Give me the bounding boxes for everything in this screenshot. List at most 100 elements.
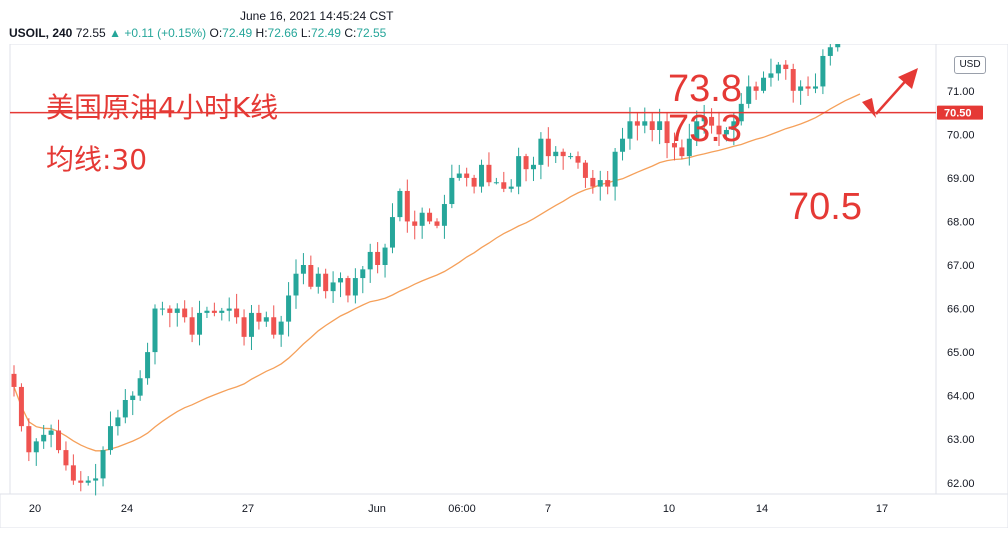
candle-body: [93, 478, 99, 481]
down-arrow-head-icon: [862, 98, 876, 118]
candle-body: [26, 426, 32, 453]
candle-body: [671, 143, 677, 148]
candle-body: [338, 278, 344, 283]
candle-body: [716, 125, 722, 135]
candle-body: [115, 417, 121, 427]
candle-body: [219, 310, 225, 313]
time-axis-label: 7: [545, 503, 551, 515]
candle-body: [352, 278, 358, 296]
candle-body: [197, 312, 203, 335]
candle-body: [271, 317, 277, 335]
candle-body: [582, 162, 588, 178]
plot-area[interactable]: [9, 43, 937, 495]
candle-body: [538, 138, 544, 165]
candle-body: [375, 251, 381, 265]
candle-body: [590, 177, 596, 187]
candle-body: [805, 86, 811, 89]
chart-header: June 16, 2021 14:45:24 CST USOIL, 240 72…: [0, 0, 1008, 44]
candle-body: [345, 278, 351, 296]
candle-body: [835, 29, 841, 48]
candle-body: [211, 310, 217, 313]
high-value: 72.66: [267, 26, 298, 40]
candle-body: [389, 217, 395, 248]
support-level-label: 70.5: [788, 186, 862, 228]
candle-body: [634, 121, 640, 126]
candle-body: [560, 151, 566, 157]
candle-body: [159, 308, 165, 310]
high-label: H:: [255, 26, 268, 40]
candle-body: [404, 190, 410, 222]
time-axis-label: 17: [876, 503, 888, 515]
price-change: +0.11 (+0.15%): [124, 26, 207, 40]
symbol-name[interactable]: USOIL, 240: [9, 26, 73, 40]
candle-body: [78, 480, 84, 483]
candle-body: [790, 69, 796, 91]
candle-body: [33, 441, 39, 453]
candle-body: [323, 273, 329, 292]
close-label: C:: [344, 26, 357, 40]
candle-body: [798, 86, 804, 91]
candle-body: [501, 182, 507, 189]
time-axis-label: Jun: [368, 503, 386, 515]
candle-body: [783, 64, 789, 70]
candle-body: [441, 204, 447, 226]
candle-body: [41, 434, 47, 442]
candle-body: [226, 308, 232, 311]
candle-body: [360, 269, 366, 279]
candle-body: [649, 121, 655, 130]
candle-body: [486, 164, 492, 183]
candle-body: [530, 164, 536, 170]
candle-body: [493, 182, 499, 184]
low-label: L:: [300, 26, 311, 40]
candle-body: [419, 212, 425, 226]
candle-body: [308, 265, 314, 287]
resistance-level-2-label: 73.3: [668, 108, 742, 150]
time-axis-label: 14: [756, 503, 768, 515]
currency-button[interactable]: USD: [954, 56, 986, 74]
candle-body: [753, 86, 759, 91]
low-value: 72.49: [310, 26, 341, 40]
price-axis-label: 66.00: [947, 304, 975, 316]
candle-body: [605, 180, 611, 187]
candle-body: [241, 317, 247, 337]
crosshair-time-marker: [244, 13, 245, 20]
candle-body: [657, 121, 663, 130]
candle-body: [709, 116, 715, 126]
open-value: 72.49: [222, 26, 253, 40]
candle-body: [642, 121, 648, 126]
candle-body: [382, 247, 388, 265]
candle-body: [679, 147, 685, 157]
candle-body: [545, 138, 551, 157]
price-axis-label: 67.00: [947, 260, 975, 272]
candle-body: [182, 308, 188, 318]
time-axis[interactable]: [0, 493, 1008, 529]
candle-body: [63, 450, 69, 466]
candle-body: [471, 177, 477, 187]
candle-body: [664, 121, 670, 144]
candle-body: [293, 273, 299, 296]
candle-body: [315, 273, 321, 287]
candle-body: [85, 480, 91, 483]
chart-annotation-title: 美国原油4小时K线: [46, 91, 279, 124]
price-axis-label: 71.00: [947, 86, 975, 98]
resistance-level-1-label: 73.8: [668, 68, 742, 110]
moving-average-annotation: 均线:30: [46, 143, 148, 176]
candle-body: [167, 308, 173, 313]
candle-body: [479, 164, 485, 187]
price-axis-label: 64.00: [947, 391, 975, 403]
candle-body: [508, 186, 514, 189]
candle-body: [820, 55, 826, 87]
candle-body: [278, 321, 284, 335]
change-arrow-icon: ▲: [109, 26, 121, 40]
candle-body: [523, 156, 529, 170]
candle-body: [761, 77, 767, 91]
candle-body: [434, 221, 440, 226]
candle-body: [330, 282, 336, 292]
price-axis-label: 69.00: [947, 173, 975, 185]
candle-body: [746, 86, 752, 104]
candle-body: [768, 73, 774, 78]
time-axis-label: 10: [663, 503, 675, 515]
candle-body: [234, 308, 240, 318]
